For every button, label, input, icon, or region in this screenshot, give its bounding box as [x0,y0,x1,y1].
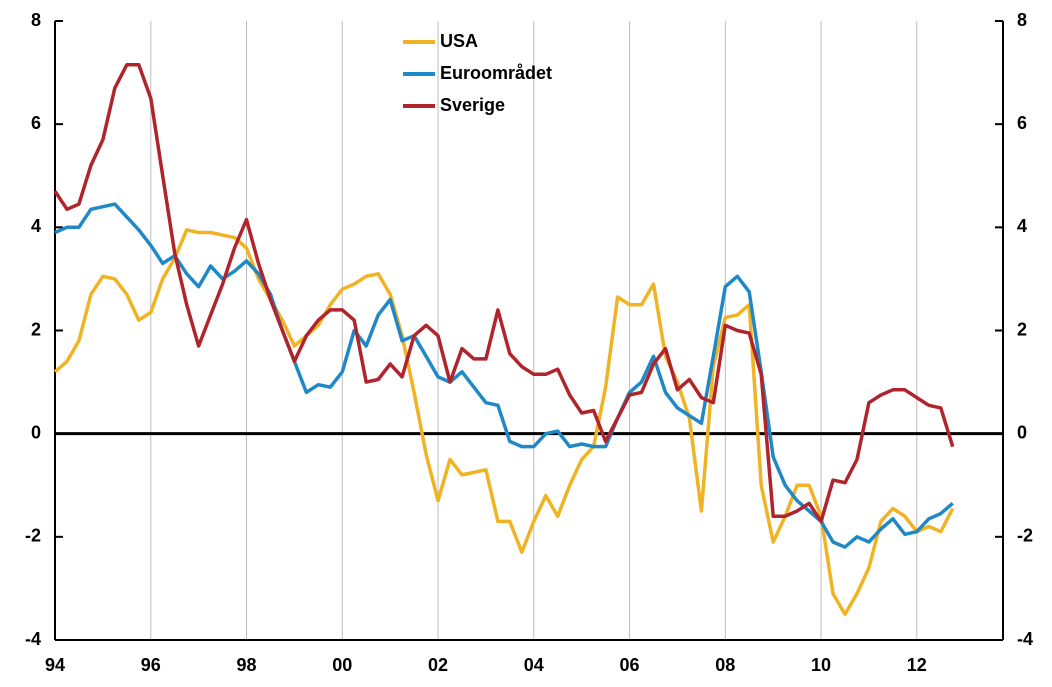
y2-tick-label: -4 [1017,629,1033,649]
x-tick-label: 02 [428,655,448,675]
x-tick-label: 06 [620,655,640,675]
x-tick-label: 08 [715,655,735,675]
y-tick-label: 2 [31,319,41,339]
legend-label: USA [440,31,478,51]
x-tick-label: 96 [141,655,161,675]
y-tick-label: 4 [31,216,41,236]
x-tick-label: 12 [907,655,927,675]
series-line [53,228,955,616]
y2-tick-label: 6 [1017,113,1027,133]
y2-tick-label: -2 [1017,526,1033,546]
x-tick-label: 98 [236,655,256,675]
x-tick-label: 94 [45,655,65,675]
y2-tick-label: 8 [1017,10,1027,30]
y2-tick-label: 2 [1017,319,1027,339]
legend-label: Sverige [440,95,505,115]
y2-tick-label: 4 [1017,216,1027,236]
x-tick-label: 04 [524,655,544,675]
y-tick-label: 8 [31,10,41,30]
y-tick-label: 6 [31,113,41,133]
series-line [53,63,955,524]
y-tick-label: 0 [31,422,41,442]
legend-label: Euroområdet [440,63,552,83]
y2-tick-label: 0 [1017,422,1027,442]
x-tick-label: 10 [811,655,831,675]
y-tick-label: -2 [25,526,41,546]
x-tick-label: 00 [332,655,352,675]
y-tick-label: -4 [25,629,41,649]
series-line [54,202,954,549]
